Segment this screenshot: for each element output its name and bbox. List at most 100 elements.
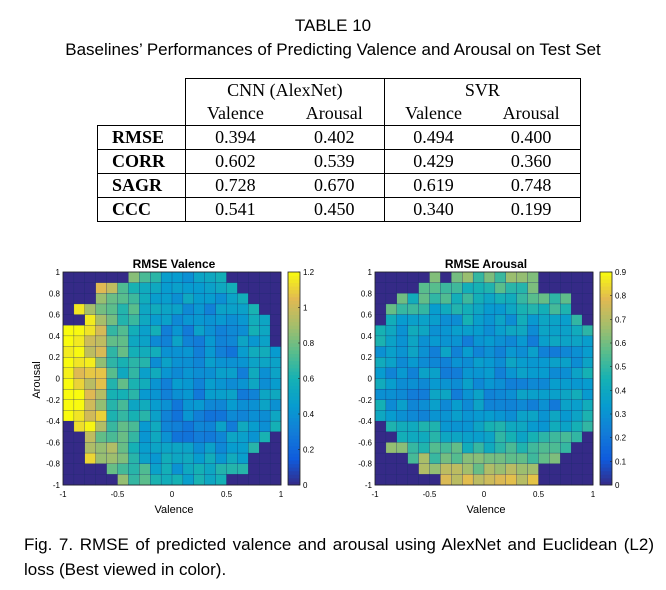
colorbar-segment <box>600 343 612 347</box>
heatmap-cell <box>237 410 249 422</box>
heatmap-cell <box>396 314 409 326</box>
heatmap-cell <box>571 388 583 401</box>
x-axis-label: Valence <box>155 504 194 516</box>
heatmap-cell <box>407 388 420 401</box>
colorbar-segment <box>288 431 300 436</box>
colorbar-segment <box>600 474 612 479</box>
colorbar-segment <box>600 438 612 443</box>
heatmap-cell <box>451 388 463 401</box>
heatmap-cell <box>182 463 195 475</box>
heatmap-cell <box>549 293 561 305</box>
heatmap-cell <box>237 335 249 347</box>
heatmap-cell <box>472 271 485 284</box>
heatmap-cell <box>451 357 463 369</box>
heatmap-cell <box>95 325 108 337</box>
heatmap-cell <box>396 388 409 401</box>
heatmap-cell <box>226 303 238 316</box>
colorbar-segment <box>288 403 300 408</box>
heatmap-cell <box>462 367 474 379</box>
heatmap-cell <box>269 431 282 443</box>
heatmap-cell <box>494 303 507 316</box>
heatmap-cell <box>215 388 227 401</box>
heatmap-cell <box>571 410 583 422</box>
heatmap-cell <box>84 410 97 422</box>
heatmap-cell <box>571 463 583 475</box>
heatmap-cell <box>462 271 474 284</box>
heatmap-cell <box>150 271 162 284</box>
heatmap-cell <box>84 303 97 316</box>
colorbar-segment <box>600 346 612 351</box>
colorbar-segment <box>288 328 300 333</box>
heatmap-cell <box>462 378 474 390</box>
heatmap-cell <box>259 314 271 326</box>
heatmap-cell <box>182 325 195 337</box>
table-row: SAGR 0.728 0.670 0.619 0.748 <box>97 173 582 198</box>
heatmap-cell <box>204 314 217 326</box>
heatmap-cell <box>128 388 140 401</box>
heatmap-cell <box>483 325 496 337</box>
heatmap-cell <box>494 410 507 422</box>
heatmap-cell <box>84 452 97 465</box>
heatmap-cell <box>182 367 195 379</box>
heatmap-cell <box>62 378 75 390</box>
colorbar-segment <box>288 378 300 383</box>
heatmap-cell <box>571 378 583 390</box>
heatmap-cell <box>106 463 118 475</box>
heatmap-cell <box>84 357 97 369</box>
colorbar-segment <box>600 339 612 344</box>
heatmap-cell <box>571 367 583 379</box>
heatmap-cell <box>462 452 474 465</box>
heatmap-cell <box>62 293 75 305</box>
heatmap-cell <box>73 346 86 358</box>
colorbar-segment <box>288 477 300 482</box>
heatmap-cell <box>472 303 485 316</box>
heatmap-cell <box>106 293 118 305</box>
heatmap-cell <box>106 271 118 284</box>
heatmap-cell <box>117 367 129 379</box>
heatmap-cell <box>269 463 282 475</box>
heatmap-cell <box>84 442 97 454</box>
plot-frame <box>62 271 282 486</box>
heatmap-cell <box>204 420 217 433</box>
heatmap-cell <box>226 431 238 443</box>
heatmap-cell <box>538 442 550 454</box>
heatmap-cell <box>385 378 398 390</box>
heatmap-cell <box>440 325 452 337</box>
heatmap-cell <box>226 357 238 369</box>
heatmap-cell <box>418 271 430 284</box>
heatmap-cell <box>429 431 441 443</box>
heatmap-cell <box>95 420 108 433</box>
heatmap-cell <box>259 463 271 475</box>
heatmap-cell <box>483 335 496 347</box>
figure-caption: Fig. 7. RMSE of predicted valence and ar… <box>24 535 654 579</box>
heatmap-cell <box>84 431 97 443</box>
heatmap-cell <box>84 335 97 347</box>
heatmap-cell <box>440 452 452 465</box>
heatmap-cell <box>226 474 238 486</box>
heatmap-cell <box>581 442 594 454</box>
heatmap-cell <box>269 293 282 305</box>
heatmap-cell <box>560 388 572 401</box>
heatmap-cell <box>538 303 550 316</box>
y-tick-label: 0.6 <box>49 311 61 320</box>
heatmap-cell <box>182 399 195 411</box>
heatmap-cell <box>139 325 151 337</box>
heatmap-cell <box>73 293 86 305</box>
heatmap-cell <box>182 452 195 465</box>
heatmap-cell <box>95 388 108 401</box>
heatmap-cell <box>182 357 195 369</box>
heatmap-cell <box>193 463 206 475</box>
heatmap-cell <box>193 271 206 284</box>
heatmap-cell <box>483 357 496 369</box>
x-tick-label: -1 <box>371 490 379 499</box>
colorbar-segment <box>600 382 612 386</box>
heatmap-cell <box>84 314 97 326</box>
heatmap-cell <box>571 357 583 369</box>
heatmap-cell <box>483 378 496 390</box>
heatmap-cell <box>385 452 398 465</box>
heatmap-cell <box>407 431 420 443</box>
heatmap-cell <box>139 367 151 379</box>
heatmap-cell <box>269 282 282 294</box>
heatmap-cell <box>374 335 387 347</box>
